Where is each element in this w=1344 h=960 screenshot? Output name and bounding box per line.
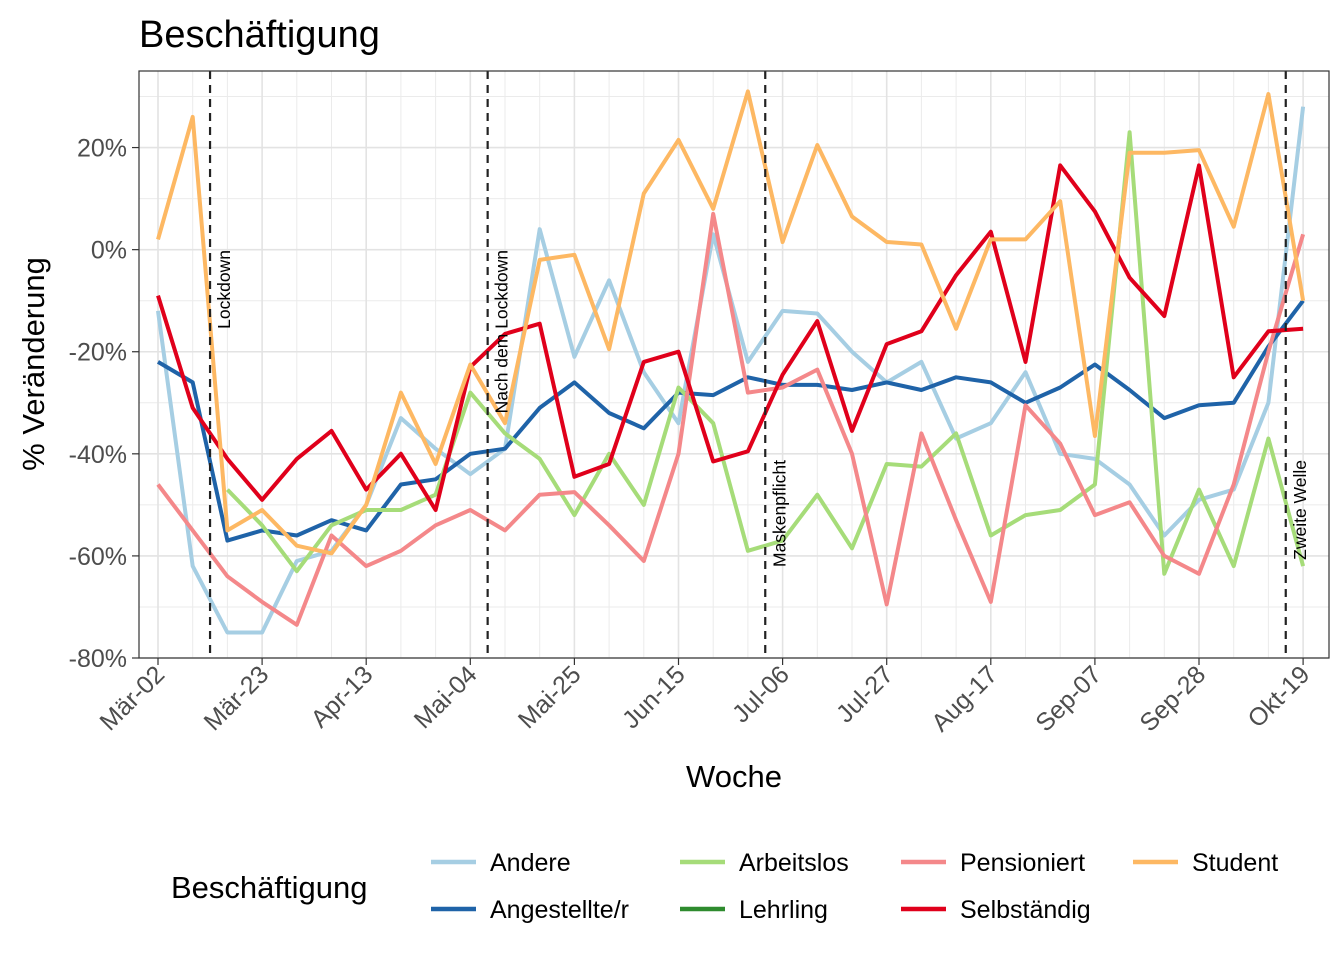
x-tick-label: Aug-17 — [926, 660, 1003, 737]
x-tick-label: Jun-15 — [617, 660, 691, 734]
y-tick-label: 20% — [77, 135, 127, 163]
legend-title: Beschäftigung — [171, 870, 367, 905]
series-lines — [156, 89, 1306, 635]
y-tick-label: -80% — [69, 645, 127, 673]
legend-label: Lehrling — [739, 896, 828, 924]
legend-label: Student — [1192, 849, 1278, 877]
x-tick-label: Mai-25 — [513, 660, 587, 734]
y-axis-label: % Veränderung — [16, 257, 51, 471]
series-line-pensioniert — [156, 211, 1306, 627]
x-tick-label: Sep-07 — [1030, 660, 1107, 737]
legend-label: Pensioniert — [960, 849, 1085, 877]
x-tick-label: Mär-23 — [199, 660, 275, 736]
legend-label: Angestellte/r — [490, 896, 629, 924]
event-label: Maskenpflicht — [769, 460, 789, 567]
x-tick-label: Sep-28 — [1134, 660, 1211, 737]
legend-label: Andere — [490, 849, 571, 877]
x-tick-label: Mai-04 — [409, 660, 483, 734]
event-label: Zweite Welle — [1290, 460, 1310, 560]
series-line-selbst-ndig — [156, 163, 1304, 512]
event-lines: Lockdown Nach dem Lockdown Maskenpflicht Zw… — [208, 71, 1310, 658]
event-label: Lockdown — [214, 250, 234, 329]
x-tick-label: Jul-27 — [831, 660, 899, 728]
y-tick-label: 0% — [91, 237, 127, 265]
x-axis: Mär-02 Mär-23 Apr-13 Mai-04 Mai-25 Jun-15 Jul-… — [94, 658, 1315, 737]
legend-label: Arbeitslos — [739, 849, 849, 877]
plot-border — [138, 70, 1330, 659]
series-line-angestellte-r — [156, 299, 1305, 543]
x-axis-label: Woche — [686, 759, 782, 794]
y-tick-label: -20% — [69, 339, 127, 367]
chart-title: Beschäftigung — [139, 14, 380, 56]
event-label: Nach dem Lockdown — [492, 250, 512, 413]
y-axis: -80% -60% -40% -20% 0% 20% — [69, 135, 139, 673]
y-tick-label: -60% — [69, 543, 127, 571]
legend: Beschäftigung Andere Angestellte/r Arbeits… — [171, 849, 1278, 924]
series-line-student — [156, 89, 1306, 556]
x-tick-label: Jul-06 — [727, 660, 795, 728]
legend-label: Selbständig — [960, 896, 1091, 924]
x-tick-label: Okt-19 — [1242, 660, 1315, 733]
x-tick-label: Apr-13 — [306, 660, 379, 733]
y-tick-label: -40% — [69, 441, 127, 469]
